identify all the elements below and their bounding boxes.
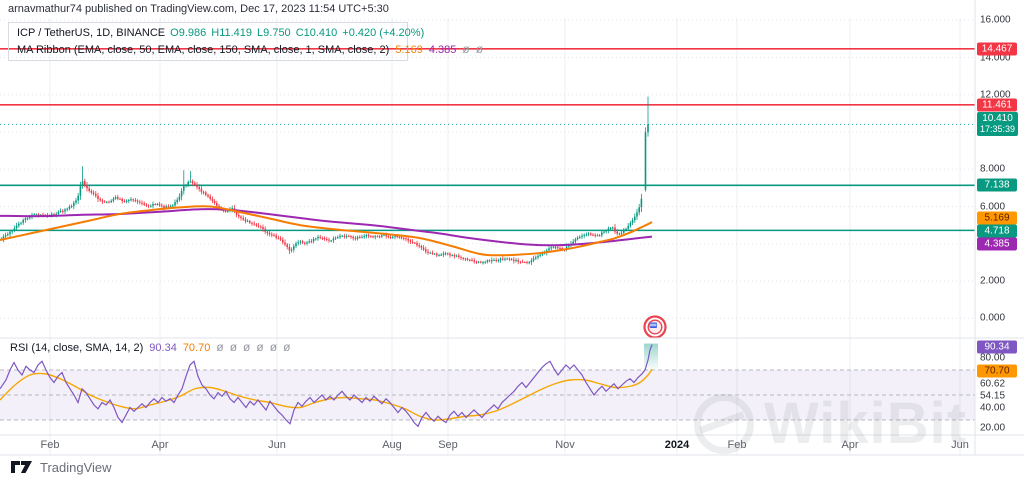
price-label-badge: 7.138 — [977, 178, 1017, 192]
time-axis-label: Jun — [951, 439, 969, 451]
time-axis-label: Apr — [841, 439, 859, 451]
price-label-badge: 4.385 — [977, 237, 1017, 250]
rsi-ma-value: 70.70 — [182, 342, 211, 354]
ma-ribbon-legend-row[interactable]: MA Ribbon (EMA, close, 50, EMA, close, 1… — [17, 41, 483, 58]
symbol-title: ICP / TetherUS, 1D, BINANCE — [17, 27, 166, 39]
ohlc-high: H11.419 — [211, 27, 253, 39]
visibility-icon[interactable]: ø — [283, 340, 291, 354]
price-label-badge: 5.169 — [977, 211, 1017, 225]
price-label-badge: 11.461 — [977, 98, 1017, 111]
legend-panel: ICP / TetherUS, 1D, BINANCE O9.986 H11.419… — [8, 22, 483, 61]
rsi-tick-label: 54.15 — [980, 390, 1006, 402]
event-badge-icon[interactable] — [643, 315, 667, 339]
ohlc-open: O9.986 — [170, 27, 207, 39]
price-tick-label: 16.000 — [980, 14, 1011, 26]
price-tick-label: 6.000 — [980, 201, 1006, 212]
time-axis-label: Sep — [438, 439, 458, 451]
price-tick-label: 0.000 — [980, 312, 1006, 324]
ma-fast-value: 5.169 — [395, 44, 423, 56]
visibility-icon[interactable]: ø — [243, 340, 251, 354]
footer-brand: TradingView — [10, 459, 112, 475]
time-axis-label: Nov — [555, 439, 575, 451]
price-tick-label: 2.000 — [980, 275, 1006, 287]
symbol-legend-row[interactable]: ICP / TetherUS, 1D, BINANCE O9.986 H11.419… — [17, 25, 424, 41]
visibility-icon[interactable]: ø — [216, 340, 224, 354]
change-value: +0.420 (+4.20%) — [342, 27, 425, 39]
time-axis-label: 2024 — [664, 439, 690, 451]
rsi-tick-label: 80.00 — [980, 352, 1006, 364]
chart-plot-area[interactable] — [0, 0, 1024, 458]
price-tick-label: 12.000 — [980, 89, 1011, 101]
time-axis-label: Apr — [151, 439, 169, 451]
price-tick-label: 14.000 — [980, 52, 1011, 63]
indicator-title: MA Ribbon (EMA, close, 50, EMA, close, 1… — [17, 44, 390, 56]
price-label-badge: 70.70 — [977, 364, 1017, 378]
time-axis-label: Feb — [40, 439, 60, 451]
ohlc-close: C10.410 — [295, 27, 338, 39]
price-label-badge: 4.718 — [977, 224, 1017, 238]
time-axis-label: Aug — [382, 439, 402, 451]
price-label-badge: 10.410 17:35:39 — [977, 112, 1019, 136]
price-label-badge: 90.34 — [977, 340, 1017, 354]
rsi-legend-row[interactable]: RSI (14, close, SMA, 14, 2) 90.34 70.70 ø ø ø… — [10, 340, 290, 354]
visibility-icon[interactable]: ø — [229, 340, 238, 354]
candlestick-series — [0, 96, 649, 265]
rsi-line — [0, 344, 653, 428]
footer-brand-label: TradingView — [40, 459, 112, 475]
ema-150-line — [0, 208, 653, 247]
visibility-icon[interactable]: ø — [475, 42, 484, 56]
visibility-icon[interactable]: ø — [462, 42, 470, 56]
visibility-icon[interactable]: ø — [256, 340, 264, 354]
time-axis-label: Feb — [727, 439, 747, 451]
price-label-badge: 14.467 — [977, 42, 1017, 55]
rsi-tick-label: 40.00 — [980, 402, 1006, 414]
rsi-tick-label: 60.62 — [980, 378, 1006, 390]
ma-slow-value: 4.385 — [428, 44, 457, 56]
tradingview-logo-icon — [11, 461, 32, 473]
rsi-tick-label: 20.00 — [980, 422, 1006, 434]
price-tick-label: 8.000 — [980, 163, 1006, 175]
rsi-value: 90.34 — [149, 342, 177, 354]
attribution-text: arnavmathur74 published on TradingView.c… — [8, 3, 389, 15]
visibility-icon[interactable]: ø — [269, 340, 278, 354]
rsi-title: RSI (14, close, SMA, 14, 2) — [10, 342, 144, 354]
ohlc-low: L9.750 — [257, 27, 291, 39]
rsi-spike-glow — [644, 343, 658, 371]
ema-50-line — [0, 205, 653, 257]
time-axis-label: Jun — [268, 439, 286, 451]
bar-countdown: 17:35:39 — [980, 124, 1016, 134]
